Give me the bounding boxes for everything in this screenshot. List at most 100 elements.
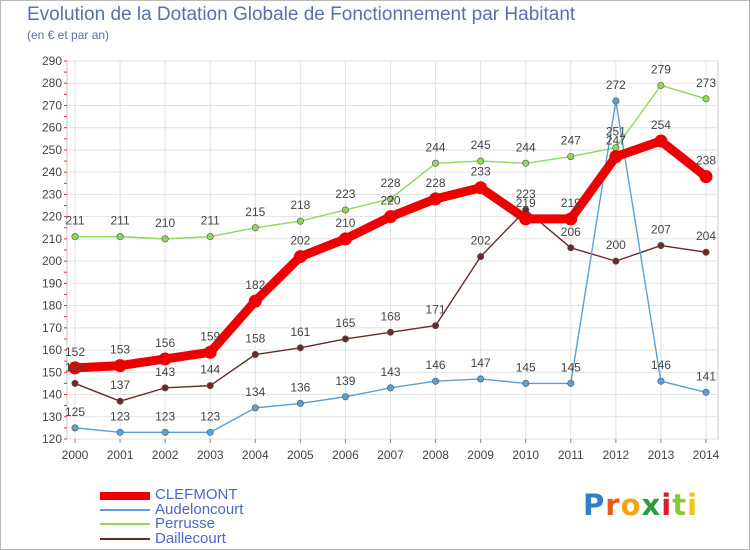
data-point: [341, 335, 349, 343]
data-point: [567, 244, 575, 252]
data-point: [71, 379, 79, 387]
x-tick-label: 2003: [197, 448, 224, 462]
data-label: 145: [65, 360, 85, 374]
x-tick-label: 2004: [242, 448, 269, 462]
data-label: 202: [290, 234, 310, 248]
data-point: [161, 384, 169, 392]
x-tick-label: 2000: [62, 448, 89, 462]
data-label: 165: [335, 316, 355, 330]
data-label: 125: [65, 405, 85, 419]
data-point: [477, 157, 485, 165]
data-label: 211: [201, 214, 220, 228]
data-point: [386, 384, 394, 392]
data-point: [702, 248, 710, 256]
x-tick-label: 2008: [422, 448, 449, 462]
legend-label-daillecourt: Daillecourt: [155, 530, 226, 547]
proxiti-logo: Proxiti: [583, 488, 698, 522]
data-point: [206, 428, 214, 436]
data-label: 168: [380, 309, 400, 323]
data-label: 156: [155, 336, 175, 350]
data-label: 171: [426, 303, 446, 317]
data-label: 210: [155, 216, 175, 230]
plot-area: [66, 60, 719, 440]
data-point: [203, 345, 217, 359]
data-point: [206, 382, 214, 390]
data-label: 254: [651, 118, 671, 132]
data-point: [113, 359, 127, 373]
data-point: [68, 361, 82, 375]
y-tick-label: 130: [42, 410, 62, 424]
y-tick-label: 250: [42, 143, 62, 157]
data-label: 233: [471, 165, 491, 179]
data-label: 215: [245, 205, 265, 219]
data-point: [206, 233, 214, 241]
data-point: [386, 195, 394, 203]
data-point: [251, 351, 259, 359]
y-tick-label: 280: [42, 76, 62, 90]
x-tick-label: 2012: [603, 448, 630, 462]
x-tick-label: 2007: [377, 448, 404, 462]
data-label: 206: [561, 225, 581, 239]
data-label: 145: [516, 360, 536, 374]
data-point: [477, 375, 485, 383]
data-point: [429, 192, 443, 206]
data-point: [432, 377, 440, 385]
data-label: 139: [335, 374, 355, 388]
data-label: 153: [110, 343, 130, 357]
data-label: 210: [335, 216, 355, 230]
data-label: 152: [65, 345, 85, 359]
legend-swatch-daillecourt: [100, 538, 150, 540]
data-label: 144: [200, 363, 220, 377]
data-label: 272: [606, 78, 626, 92]
logo-letter: r: [605, 488, 621, 522]
data-point: [474, 181, 488, 195]
data-label: 238: [696, 154, 716, 168]
data-label: 134: [245, 385, 265, 399]
data-label: 223: [516, 187, 536, 201]
data-point: [702, 388, 710, 396]
data-point: [654, 134, 668, 148]
data-point: [477, 253, 485, 261]
legend-swatch-clefmont: [100, 492, 150, 500]
y-tick-label: 210: [42, 232, 62, 246]
data-point: [251, 224, 259, 232]
data-point: [657, 377, 665, 385]
data-label: 279: [651, 62, 671, 76]
data-label: 200: [606, 238, 626, 252]
y-tick-label: 220: [42, 210, 62, 224]
x-tick-label: 2009: [467, 448, 494, 462]
data-point: [161, 428, 169, 436]
y-tick-label: 140: [42, 388, 62, 402]
data-label: 244: [426, 140, 446, 154]
data-label: 245: [471, 138, 491, 152]
y-tick-label: 230: [42, 187, 62, 201]
y-tick-label: 150: [42, 365, 62, 379]
data-point: [522, 159, 530, 167]
x-tick-label: 2013: [648, 448, 675, 462]
data-point: [609, 150, 623, 164]
logo-letter: P: [583, 488, 606, 522]
logo-letter: i: [687, 488, 699, 522]
data-point: [657, 81, 665, 89]
data-point: [522, 379, 530, 387]
data-label: 204: [696, 229, 716, 243]
logo-letter: o: [620, 488, 642, 522]
x-tick-label: 2005: [287, 448, 314, 462]
data-point: [657, 242, 665, 250]
data-point: [296, 217, 304, 225]
y-tick-label: 170: [42, 321, 62, 335]
chart-title: Evolution de la Dotation Globale de Fonc…: [27, 4, 576, 25]
data-label: 211: [111, 214, 130, 228]
y-tick-label: 120: [42, 432, 62, 446]
data-point: [296, 399, 304, 407]
y-tick-label: 200: [42, 254, 62, 268]
data-label: 146: [651, 358, 671, 372]
data-label: 247: [606, 134, 626, 148]
data-point: [341, 393, 349, 401]
logo-letter: x: [641, 488, 662, 522]
x-tick-label: 2006: [332, 448, 359, 462]
data-label: 137: [110, 378, 130, 392]
data-point: [612, 97, 620, 105]
data-label: 228: [426, 176, 446, 190]
